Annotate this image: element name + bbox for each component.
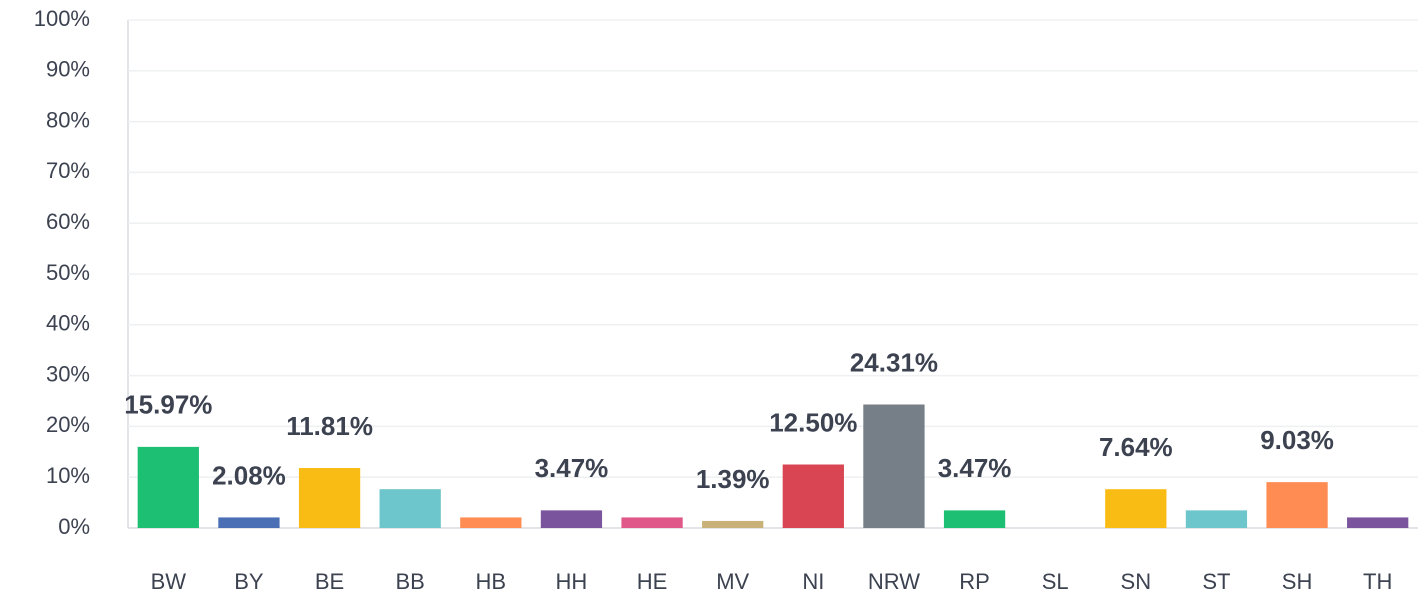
- x-tick-label: ST: [1202, 569, 1230, 594]
- x-tick-label: BY: [234, 569, 264, 594]
- bar: [1105, 489, 1167, 528]
- value-label: 3.47%: [938, 453, 1012, 483]
- y-tick-label: 0%: [58, 514, 90, 539]
- y-tick-label: 60%: [46, 209, 90, 234]
- x-tick-label: TH: [1363, 569, 1392, 594]
- value-label: 24.31%: [850, 347, 938, 377]
- bar: [540, 510, 603, 528]
- bar: [1347, 517, 1409, 528]
- x-tick-label: HB: [476, 569, 507, 594]
- bar: [218, 517, 280, 528]
- y-tick-label: 40%: [46, 311, 90, 336]
- value-label: 11.81%: [286, 411, 373, 441]
- x-tick-label: SN: [1121, 569, 1152, 594]
- bar: [863, 404, 925, 528]
- y-tick-label: 30%: [46, 361, 90, 386]
- bar: [782, 464, 844, 528]
- value-label: 1.39%: [696, 464, 770, 494]
- value-label: 9.03%: [1260, 425, 1334, 455]
- x-tick-label: BB: [396, 569, 425, 594]
- value-label: 12.50%: [769, 407, 857, 437]
- y-tick-label: 70%: [46, 158, 90, 183]
- bar: [1266, 482, 1328, 528]
- bar: [621, 517, 683, 528]
- x-tick-label: NI: [802, 569, 824, 594]
- x-tick-label: HE: [637, 569, 668, 594]
- x-tick-label: RP: [959, 569, 990, 594]
- x-tick-label: HH: [556, 569, 588, 594]
- bar: [460, 517, 522, 528]
- x-tick-label: SH: [1282, 569, 1313, 594]
- value-label: 3.47%: [535, 453, 609, 483]
- y-tick-label: 100%: [34, 6, 90, 31]
- bar: [137, 446, 199, 528]
- x-tick-label: BW: [151, 569, 187, 594]
- y-tick-label: 20%: [46, 412, 90, 437]
- bar: [1185, 510, 1248, 528]
- value-label: 2.08%: [212, 460, 286, 490]
- y-tick-label: 10%: [46, 463, 90, 488]
- value-label: 15.97%: [124, 390, 212, 420]
- x-tick-label: NRW: [868, 569, 920, 594]
- bar: [379, 489, 441, 528]
- y-tick-label: 80%: [46, 107, 90, 132]
- value-label: 7.64%: [1099, 432, 1173, 462]
- bar: [298, 468, 361, 528]
- bar: [702, 520, 764, 528]
- bar: [943, 510, 1006, 528]
- x-tick-label: MV: [716, 569, 749, 594]
- x-tick-label: SL: [1042, 569, 1069, 594]
- x-tick-label: BE: [315, 569, 344, 594]
- y-tick-label: 90%: [46, 57, 90, 82]
- y-tick-label: 50%: [46, 260, 90, 285]
